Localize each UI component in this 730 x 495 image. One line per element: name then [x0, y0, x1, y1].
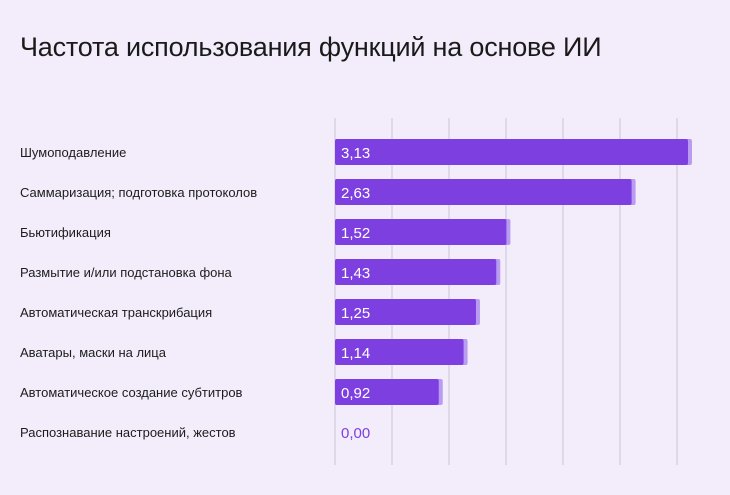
- bar-1: [335, 179, 632, 205]
- value-label-3: 1,43: [341, 265, 370, 282]
- bar-3: [335, 259, 497, 285]
- chart-title: Частота использования функций на основе …: [20, 32, 602, 62]
- value-label-5: 1,14: [341, 345, 370, 362]
- category-label-0: Шумоподавление: [20, 145, 126, 160]
- bar-2: [335, 219, 507, 245]
- value-label-1: 2,63: [341, 185, 370, 202]
- value-label-2: 1,52: [341, 225, 370, 242]
- category-label-1: Саммаризация; подготовка протоколов: [20, 185, 257, 200]
- bar-5: [335, 339, 464, 365]
- bar-4: [335, 299, 476, 325]
- category-label-4: Автоматическая транскрибация: [20, 305, 212, 320]
- category-label-2: Бьютификация: [20, 225, 111, 240]
- value-label-4: 1,25: [341, 305, 370, 322]
- grid-lines: [334, 118, 678, 465]
- value-label-0: 3,13: [341, 145, 370, 162]
- value-label-7: 0,00: [341, 425, 370, 442]
- category-label-3: Размытие и/или подстановка фона: [20, 265, 233, 280]
- bar-0: [335, 139, 688, 165]
- category-label-5: Аватары, маски на лица: [20, 345, 167, 360]
- value-label-6: 0,92: [341, 385, 370, 402]
- value-labels: 3,13 2,63 1,52 1,43 1,25 1,14 0,92 0,00: [341, 145, 370, 442]
- category-label-7: Распознавание настроений, жестов: [20, 425, 236, 440]
- category-labels: Шумоподавление Саммаризация; подготовка п…: [20, 145, 257, 440]
- category-label-6: Автоматическое создание субтитров: [20, 385, 243, 400]
- bar-6: [335, 379, 439, 405]
- bars: [335, 139, 692, 405]
